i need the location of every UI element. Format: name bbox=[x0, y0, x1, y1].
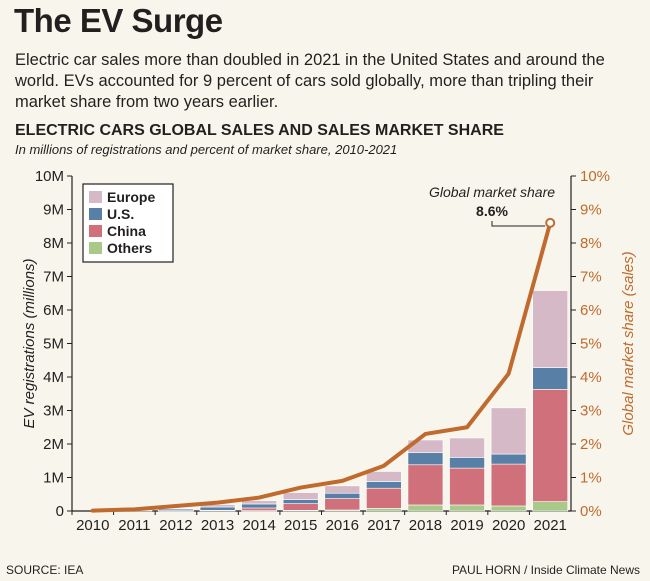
market-share-end-point bbox=[545, 217, 556, 228]
bar-china-2015 bbox=[282, 503, 319, 511]
x-tick-label: 2018 bbox=[409, 517, 442, 534]
bar-others-2019 bbox=[449, 504, 485, 512]
x-tick-label: 2013 bbox=[201, 517, 234, 534]
y-tick-label: 5M bbox=[43, 336, 64, 353]
bar-europe-2019 bbox=[449, 437, 485, 458]
bar-china-2014 bbox=[241, 507, 277, 511]
y-axis-label: EV registrations (millions) bbox=[21, 258, 38, 428]
y-tick-label: 2M bbox=[43, 436, 64, 453]
x-tick-label: 2015 bbox=[284, 517, 317, 534]
y2-tick-label: 6% bbox=[580, 302, 602, 319]
headline: The EV Surge bbox=[14, 2, 223, 39]
author-credit: PAUL HORN / Inside Climate News bbox=[451, 563, 640, 577]
legend-label-others: Others bbox=[107, 240, 152, 256]
y-tick-label: 4M bbox=[43, 369, 64, 386]
source-credit: SOURCE: IEA bbox=[6, 563, 84, 577]
y2-tick-label: 8% bbox=[580, 235, 602, 252]
bar-others-2021 bbox=[532, 501, 569, 512]
bar-us-2021 bbox=[532, 367, 569, 390]
y-tick-label: 3M bbox=[43, 403, 64, 420]
y-tick-label: 1M bbox=[43, 470, 64, 487]
bar-china-2020 bbox=[490, 463, 527, 507]
y2-tick-label: 10% bbox=[580, 168, 610, 185]
bar-others-2017 bbox=[366, 508, 402, 512]
y-tick-label: 10M bbox=[35, 168, 64, 185]
legend-label-europe: Europe bbox=[107, 189, 155, 205]
market-share-line bbox=[90, 220, 553, 513]
y-tick-label: 7M bbox=[43, 269, 64, 286]
chart-title: ELECTRIC CARS GLOBAL SALES AND SALES MAR… bbox=[15, 122, 504, 139]
legend-swatch-others bbox=[89, 242, 102, 254]
legend-swatch-us bbox=[89, 208, 102, 220]
y2-tick-label: 2% bbox=[580, 436, 602, 453]
bar-others-2020 bbox=[490, 505, 527, 512]
annotation-value: 8.6% bbox=[476, 203, 508, 219]
bar-us-2016 bbox=[324, 492, 361, 499]
bar-china-2017 bbox=[366, 487, 402, 509]
legend-swatch-china bbox=[89, 225, 102, 237]
annotation-leader bbox=[491, 221, 546, 227]
bar-us-2020 bbox=[490, 453, 527, 465]
bar-europe-2016 bbox=[324, 485, 361, 494]
annotation-label: Global market share bbox=[429, 184, 555, 200]
bar-europe-2015 bbox=[282, 492, 319, 500]
y-tick-label: 6M bbox=[43, 302, 64, 319]
x-tick-label: 2021 bbox=[534, 517, 567, 534]
y2-tick-label: 1% bbox=[580, 470, 602, 487]
bar-europe-2020 bbox=[490, 407, 527, 455]
x-tick-label: 2011 bbox=[118, 517, 150, 534]
bar-us-2015 bbox=[282, 499, 319, 504]
bar-china-2019 bbox=[449, 467, 485, 506]
bar-europe-2014 bbox=[241, 500, 277, 505]
bar-us-2019 bbox=[449, 457, 485, 469]
y2-tick-label: 4% bbox=[580, 369, 602, 386]
y2-tick-label: 9% bbox=[580, 202, 602, 219]
chart-subtitle: In millions of registrations and percent… bbox=[15, 142, 398, 157]
bar-china-2016 bbox=[324, 498, 361, 511]
bar-others-2018 bbox=[407, 504, 444, 512]
y2-tick-label: 7% bbox=[580, 269, 602, 286]
y2-tick-label: 0% bbox=[580, 503, 602, 520]
y-tick-label: 0 bbox=[56, 503, 64, 520]
y2-tick-label: 3% bbox=[580, 403, 602, 420]
bar-us-2013 bbox=[199, 506, 236, 511]
x-tick-label: 2016 bbox=[326, 517, 359, 534]
legend-label-us: U.S. bbox=[107, 206, 134, 222]
y2-tick-label: 5% bbox=[580, 336, 602, 353]
bar-us-2018 bbox=[407, 452, 444, 466]
x-tick-label: 2010 bbox=[76, 517, 109, 534]
x-tick-label: 2017 bbox=[367, 517, 400, 534]
dek-text: Electric car sales more than doubled in … bbox=[15, 51, 605, 111]
bar-us-2017 bbox=[366, 481, 402, 489]
legend-swatch-europe bbox=[89, 191, 102, 203]
x-tick-label: 2019 bbox=[450, 517, 483, 534]
y-tick-label: 8M bbox=[43, 235, 64, 252]
y-tick-label: 9M bbox=[43, 202, 64, 219]
bar-china-2021 bbox=[532, 389, 569, 502]
bar-europe-2017 bbox=[366, 471, 402, 482]
bar-europe-2021 bbox=[532, 290, 569, 368]
x-tick-label: 2012 bbox=[159, 517, 192, 534]
x-tick-label: 2014 bbox=[242, 517, 275, 534]
legend-label-china: China bbox=[107, 223, 146, 239]
bar-china-2018 bbox=[407, 464, 444, 506]
bar-us-2014 bbox=[241, 503, 277, 509]
x-tick-label: 2020 bbox=[492, 517, 525, 534]
y2-axis-label: Global market share (sales) bbox=[620, 251, 637, 435]
